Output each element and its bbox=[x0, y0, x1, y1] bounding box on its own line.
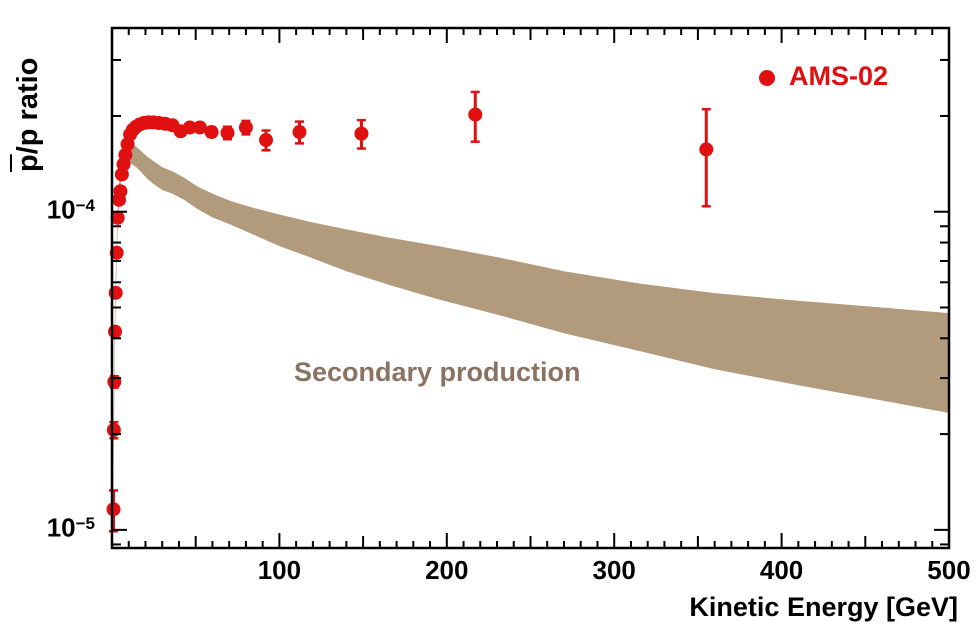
data-point bbox=[699, 142, 714, 157]
data-point bbox=[204, 125, 219, 140]
axis-frame bbox=[110, 26, 951, 550]
band-area bbox=[112, 144, 949, 548]
data-point bbox=[468, 107, 483, 122]
y-tick-label-10−5: 10−5 bbox=[46, 512, 95, 543]
x-tick-label-400: 400 bbox=[759, 555, 804, 585]
legend-marker-icon bbox=[759, 70, 775, 86]
legend-label-ams02: AMS-02 bbox=[789, 61, 889, 91]
data-point bbox=[220, 125, 235, 140]
data-point bbox=[259, 133, 274, 148]
x-axis-title: Kinetic Energy [GeV] bbox=[689, 592, 958, 622]
x-tick-label-300: 300 bbox=[592, 555, 636, 585]
pbar-symbol: p bbox=[12, 154, 44, 172]
x-tick-label-200: 200 bbox=[425, 555, 469, 585]
data-point bbox=[118, 147, 133, 162]
x-tick-label-100: 100 bbox=[257, 555, 302, 585]
data-point bbox=[110, 210, 125, 225]
data-point bbox=[182, 120, 197, 135]
data-point bbox=[106, 502, 121, 517]
data-point bbox=[292, 125, 307, 140]
data-point bbox=[107, 374, 122, 389]
data-point bbox=[113, 184, 128, 199]
y-axis-title: p/p ratio bbox=[12, 58, 45, 172]
x-tick-label-500: 500 bbox=[927, 555, 971, 585]
data-point bbox=[354, 126, 369, 141]
data-point bbox=[108, 324, 123, 339]
data-point bbox=[238, 120, 253, 135]
y-axis-title-rest: /p ratio bbox=[12, 57, 44, 155]
band-label-secondary-production: Secondary production bbox=[294, 357, 581, 387]
y-tick-label-10−4: 10−4 bbox=[46, 194, 95, 225]
data-point bbox=[192, 120, 207, 135]
